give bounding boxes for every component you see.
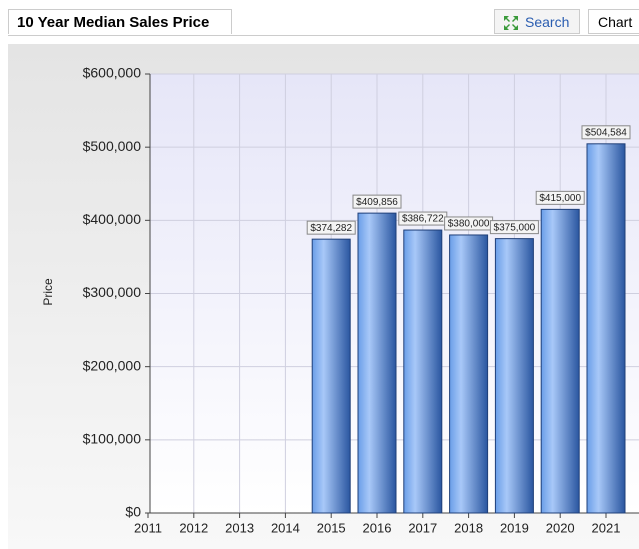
value-label: $504,584 [585, 127, 627, 138]
x-tick-label: 2012 [179, 520, 208, 535]
bar [449, 234, 489, 514]
bar [586, 143, 626, 514]
value-label-box [306, 220, 356, 235]
x-tick-label: 2014 [271, 520, 300, 535]
x-tick-label: 2021 [592, 520, 621, 535]
y-tick-label: $500,000 [83, 138, 142, 154]
bar [311, 238, 351, 514]
chart-button[interactable]: Chart [588, 9, 639, 34]
bar [357, 212, 397, 514]
value-label-box [535, 190, 585, 205]
x-tick-label: 2016 [363, 520, 392, 535]
value-label-box [581, 125, 631, 140]
y-tick-label: $600,000 [83, 65, 142, 81]
x-tick-label: 2013 [225, 520, 254, 535]
bar [540, 208, 580, 514]
value-label-box [489, 220, 539, 235]
x-tick-label: 2019 [500, 520, 529, 535]
y-axis-label: Price [41, 278, 55, 306]
expand-icon [504, 16, 518, 30]
button-label: Chart [598, 14, 633, 30]
value-label: $374,282 [310, 223, 352, 234]
search-button[interactable]: Search [494, 9, 580, 34]
y-tick-label: $400,000 [83, 211, 142, 227]
value-label: $415,000 [539, 193, 581, 204]
y-tick-label: $200,000 [83, 357, 142, 373]
bar [494, 238, 534, 514]
divider [8, 35, 639, 36]
x-tick-label: 2020 [546, 520, 575, 535]
bar [403, 229, 443, 514]
value-label: $409,856 [356, 197, 398, 208]
panel-title: 10 Year Median Sales Price [8, 9, 232, 34]
x-tick-label: 2015 [317, 520, 346, 535]
value-label: $386,722 [402, 214, 444, 225]
button-label: Search [525, 14, 570, 30]
value-label: $375,000 [494, 222, 536, 233]
y-tick-label: $300,000 [83, 284, 142, 300]
x-tick-label: 2011 [134, 520, 162, 535]
x-tick-label: 2017 [408, 520, 437, 535]
x-tick-label: 2018 [454, 520, 483, 535]
value-label: $380,000 [448, 219, 490, 230]
y-tick-label: $100,000 [83, 431, 142, 447]
y-tick-label: $0 [125, 504, 141, 520]
value-label-box [352, 194, 402, 209]
